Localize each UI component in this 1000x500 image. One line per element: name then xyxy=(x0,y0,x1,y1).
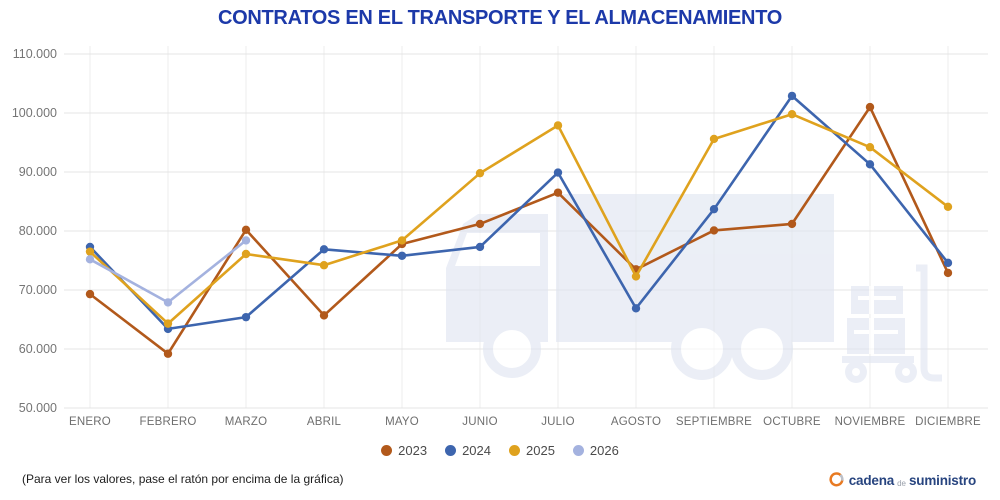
data-point-2025-ENERO[interactable]: ENERO 2025: 76.500 xyxy=(85,247,95,256)
data-point-2023-NOVIEMBRE[interactable]: NOVIEMBRE 2023: 101.000 xyxy=(865,102,875,112)
x-axis-label: NOVIEMBRE xyxy=(835,416,906,428)
data-point-2025-ABRIL[interactable]: ABRIL 2025: 74.200 xyxy=(319,261,329,270)
legend: 2023 2024 2025 2026 xyxy=(0,443,1000,458)
y-axis-label: 70.000 xyxy=(19,283,57,297)
legend-item-2024[interactable]: 2024 xyxy=(445,443,491,458)
data-point-2026-ENERO[interactable]: ENERO 2026: 75.200 xyxy=(85,255,95,264)
data-point-2025-JULIO[interactable]: JULIO 2025: 97.900 xyxy=(553,121,563,130)
legend-item-2023[interactable]: 2023 xyxy=(381,443,427,458)
x-axis-label: ENERO xyxy=(69,416,111,428)
x-axis-label: JULIO xyxy=(541,416,575,428)
brand-word-cadena: cadena xyxy=(848,473,895,488)
data-point-2023-MARZO[interactable]: MARZO 2023: 80.200 xyxy=(241,225,251,235)
legend-label: 2023 xyxy=(398,443,428,458)
data-point-2025-MAYO[interactable]: MAYO 2025: 78.400 xyxy=(397,236,407,245)
data-point-2024-OCTUBRE[interactable]: OCTUBRE 2024: 102.900 xyxy=(787,91,797,101)
legend-label: 2024 xyxy=(462,443,491,458)
data-point-2023-DICIEMBRE[interactable]: DICIEMBRE 2023: 72.900 xyxy=(943,268,953,278)
data-point-2026-MARZO[interactable]: MARZO 2026: 78.400 xyxy=(241,236,251,245)
x-axis-label: OCTUBRE xyxy=(763,416,821,428)
data-point-2023-JUNIO[interactable]: JUNIO 2023: 81.200 xyxy=(475,219,485,229)
brand-logo[interactable]: cadena de suministro xyxy=(829,470,976,488)
data-point-2025-NOVIEMBRE[interactable]: NOVIEMBRE 2025: 94.200 xyxy=(865,143,875,152)
chart-series: ENERO 2023: 69.300 FEBRERO 2023: 59.200 MA… xyxy=(85,91,953,358)
series-line-2025 xyxy=(88,112,950,325)
legend-label: 2025 xyxy=(526,443,555,458)
y-axis-label: 90.000 xyxy=(19,165,57,179)
y-axis-label: 60.000 xyxy=(19,342,57,356)
data-point-2025-FEBRERO[interactable]: FEBRERO 2025: 64.300 xyxy=(163,319,173,328)
data-point-2024-JUNIO[interactable]: JUNIO 2024: 77.300 xyxy=(475,242,485,252)
legend-dot-2026 xyxy=(572,445,584,456)
data-point-2026-FEBRERO[interactable]: FEBRERO 2026: 67.900 xyxy=(163,298,173,307)
data-point-2023-ENERO[interactable]: ENERO 2023: 69.300 xyxy=(85,289,95,299)
axis-labels: ENERO FEBRERO MARZO ABRIL MAYO JUNIO JULIO AGOS… xyxy=(12,47,981,428)
line-chart[interactable]: ENERO 2023: 69.300 FEBRERO 2023: 59.200 MA… xyxy=(0,0,1000,436)
x-axis-label: MAYO xyxy=(385,416,419,428)
y-axis-label: 50.000 xyxy=(19,401,57,415)
x-axis-label: SEPTIEMBRE xyxy=(676,416,752,428)
y-axis-label: 110.000 xyxy=(13,47,57,61)
data-point-2024-SEPTIEMBRE[interactable]: SEPTIEMBRE 2024: 83.700 xyxy=(709,204,719,214)
x-axis-label: JUNIO xyxy=(462,416,498,428)
data-point-2023-JULIO[interactable]: JULIO 2023: 86.500 xyxy=(553,188,563,197)
data-point-2025-SEPTIEMBRE[interactable]: SEPTIEMBRE 2025: 95.600 xyxy=(709,134,719,144)
brand-spinner-icon xyxy=(829,472,844,487)
data-point-2023-FEBRERO[interactable]: FEBRERO 2023: 59.200 xyxy=(163,349,173,358)
data-point-2025-OCTUBRE[interactable]: OCTUBRE 2025: 99.800 xyxy=(787,109,797,119)
legend-dot-2024 xyxy=(445,445,457,456)
chart-title: CONTRATOS EN EL TRANSPORTE Y EL ALMACENA… xyxy=(217,7,783,29)
data-point-2024-ABRIL[interactable]: ABRIL 2024: 76.900 xyxy=(319,245,329,254)
legend-dot-2023 xyxy=(381,445,393,456)
x-axis-label: FEBRERO xyxy=(140,416,197,428)
truck-watermark-graphic xyxy=(446,194,942,383)
brand-word-de: de xyxy=(897,479,906,488)
data-point-2025-DICIEMBRE[interactable]: DICIEMBRE 2025: 84.100 xyxy=(943,202,953,212)
x-axis-label: ABRIL xyxy=(307,416,342,428)
data-point-2025-AGOSTO[interactable]: AGOSTO 2025: 72.300 xyxy=(631,272,641,281)
data-point-2024-JULIO[interactable]: JULIO 2024: 89.900 xyxy=(553,168,563,177)
x-axis-label: DICIEMBRE xyxy=(915,416,981,428)
legend-label: 2026 xyxy=(589,443,619,458)
data-point-2023-OCTUBRE[interactable]: OCTUBRE 2023: 81.200 xyxy=(787,219,797,229)
legend-item-2025[interactable]: 2025 xyxy=(509,443,555,458)
data-point-2025-MARZO[interactable]: MARZO 2025: 76.100 xyxy=(241,249,251,259)
data-point-2025-JUNIO[interactable]: JUNIO 2025: 89.800 xyxy=(475,168,485,178)
data-point-2023-SEPTIEMBRE[interactable]: SEPTIEMBRE 2023: 80.100 xyxy=(709,226,719,235)
data-point-2024-DICIEMBRE[interactable]: DICIEMBRE 2024: 74.600 xyxy=(943,258,953,268)
legend-dot-2025 xyxy=(509,445,520,456)
brand-word-suministro: suministro xyxy=(908,473,976,488)
data-point-2024-NOVIEMBRE[interactable]: NOVIEMBRE 2024: 91.300 xyxy=(865,160,875,169)
y-axis-label: 80.000 xyxy=(19,224,57,238)
data-point-2024-MAYO[interactable]: MAYO 2024: 75.800 xyxy=(397,251,407,260)
x-axis-label: MARZO xyxy=(225,416,268,428)
data-point-2023-ABRIL[interactable]: ABRIL 2023: 65.700 xyxy=(319,311,329,320)
footer-note: (Para ver los valores, pase el ratón por… xyxy=(22,472,344,486)
data-point-2024-AGOSTO[interactable]: AGOSTO 2024: 66.900 xyxy=(631,304,641,313)
data-point-2024-MARZO[interactable]: MARZO 2024: 65.400 xyxy=(241,312,251,322)
series-line-2024 xyxy=(88,94,950,331)
y-axis-label: 100.000 xyxy=(12,106,57,120)
legend-item-2026[interactable]: 2026 xyxy=(572,443,619,458)
x-axis-label: AGOSTO xyxy=(611,416,661,428)
